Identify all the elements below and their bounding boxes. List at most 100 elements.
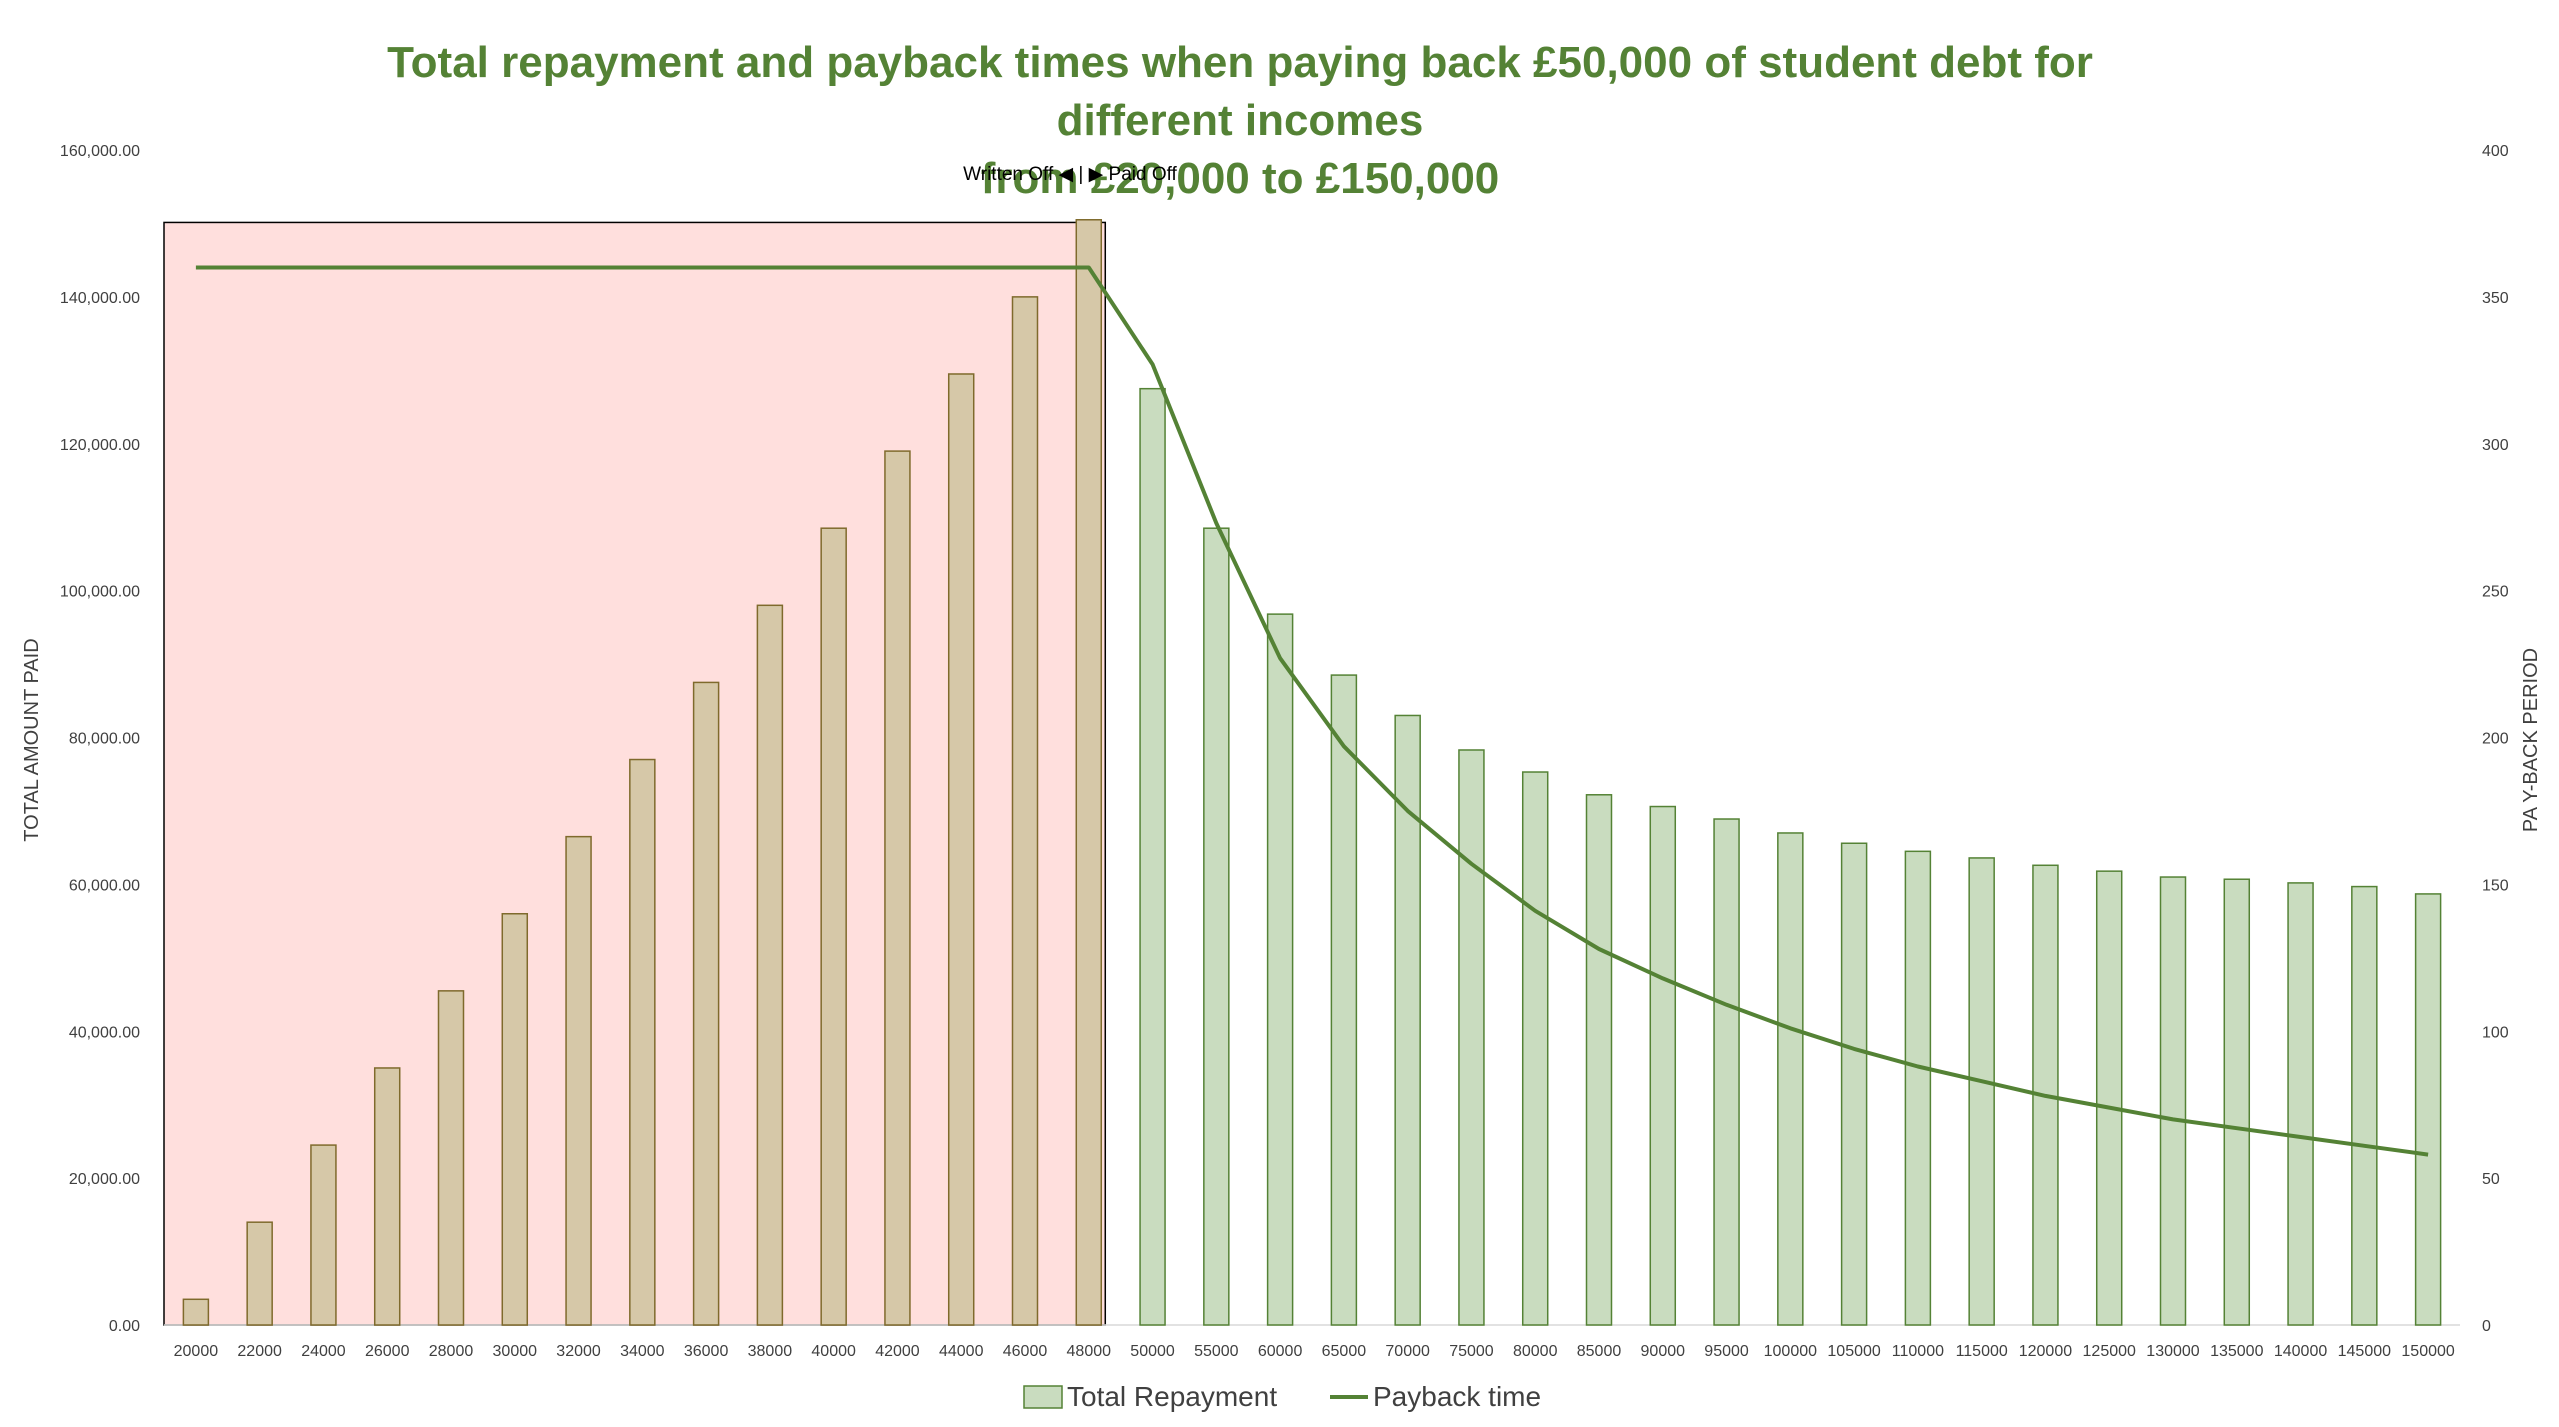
bar-total-repayment-140000: [2287, 882, 2314, 1326]
bar-total-repayment-44000: [947, 373, 975, 1326]
y2-tick-label: 250: [2482, 584, 2509, 601]
x-tick-label: 130000: [2146, 1343, 2199, 1360]
bar-total-repayment-115000: [1968, 857, 1995, 1326]
bar-total-repayment-20000: [182, 1298, 210, 1326]
x-tick-label: 125000: [2083, 1343, 2136, 1360]
x-tick-label: 38000: [748, 1343, 793, 1360]
y-axis-label: TOTAL AMOUNT PAID: [21, 638, 43, 841]
x-tick-label: 50000: [1130, 1343, 1175, 1360]
bar-total-repayment-38000: [756, 604, 784, 1326]
y-tick-label: 40,000.00: [69, 1024, 140, 1041]
chart-title-line2: from £20,000 to £150,000: [980, 154, 1500, 203]
x-tick-label: 55000: [1194, 1343, 1239, 1360]
bar-total-repayment-32000: [565, 835, 592, 1326]
y2-tick-label: 400: [2482, 143, 2509, 160]
y2-tick-label: 300: [2482, 437, 2509, 454]
y-tick-label: 20,000.00: [69, 1171, 140, 1188]
bar-total-repayment-100000: [1777, 832, 1804, 1326]
x-tick-label: 150000: [2401, 1343, 2454, 1360]
x-tick-label: 100000: [1764, 1343, 1817, 1360]
bar-total-repayment-150000: [2414, 893, 2442, 1326]
bar-total-repayment-105000: [1840, 842, 1868, 1326]
bar-total-repayment-80000: [1521, 771, 1549, 1326]
x-tick-label: 36000: [684, 1343, 729, 1360]
x-tick-label: 30000: [493, 1343, 538, 1360]
bar-total-repayment-125000: [2095, 870, 2123, 1326]
bar-total-repayment-40000: [820, 527, 847, 1326]
bar-total-repayment-26000: [373, 1067, 401, 1326]
bar-total-repayment-24000: [310, 1144, 337, 1326]
x-tick-label: 85000: [1577, 1343, 1622, 1360]
y-tick-label: 60,000.00: [69, 877, 140, 894]
bar-total-repayment-22000: [246, 1221, 273, 1326]
y-tick-label: 140,000.00: [60, 290, 140, 307]
legend-label-total-repayment: Total Repayment: [1067, 1381, 1277, 1412]
bars-layer: [182, 219, 2442, 1326]
y2-tick-label: 0: [2482, 1318, 2491, 1335]
x-tick-label: 145000: [2338, 1343, 2391, 1360]
x-tick-label: 65000: [1322, 1343, 1367, 1360]
x-tick-label: 34000: [620, 1343, 665, 1360]
ticks-layer: 0.00 20,000.00 40,000.00 60,000.00 80,000.00…: [60, 143, 2509, 1360]
x-tick-label: 70000: [1385, 1343, 1430, 1360]
x-tick-label: 105000: [1827, 1343, 1880, 1360]
x-tick-label: 140000: [2274, 1343, 2327, 1360]
x-tick-label: 42000: [875, 1343, 920, 1360]
bar-total-repayment-130000: [2159, 876, 2187, 1326]
y-tick-label: 160,000.00: [60, 143, 140, 160]
bar-total-repayment-95000: [1713, 818, 1740, 1326]
x-tick-label: 20000: [174, 1343, 219, 1360]
y2-tick-label: 100: [2482, 1024, 2509, 1041]
bar-total-repayment-42000: [884, 450, 911, 1326]
line-layer: [195, 265, 2429, 1157]
x-tick-label: 40000: [811, 1343, 856, 1360]
y-tick-label: 100,000.00: [60, 584, 140, 601]
bar-total-repayment-55000: [1203, 527, 1230, 1326]
written-off-paid-off-annotation: Written Off ◀ | ▶ Paid Off: [963, 164, 1177, 185]
line-payback-time: [195, 265, 2429, 1157]
x-tick-label: 90000: [1641, 1343, 1686, 1360]
bar-total-repayment-75000: [1458, 749, 1485, 1326]
legend-swatch-total-repayment: [1023, 1385, 1063, 1409]
x-tick-label: 46000: [1003, 1343, 1048, 1360]
bar-total-repayment-70000: [1394, 714, 1421, 1326]
bar-total-repayment-30000: [501, 913, 529, 1326]
x-tick-label: 110000: [1892, 1343, 1944, 1360]
y2-tick-label: 350: [2482, 290, 2509, 307]
x-tick-label: 48000: [1067, 1343, 1112, 1360]
y-tick-label: 0.00: [109, 1318, 140, 1335]
bar-total-repayment-60000: [1266, 613, 1294, 1326]
x-tick-label: 26000: [365, 1343, 410, 1360]
bar-total-repayment-28000: [437, 990, 465, 1326]
bar-total-repayment-36000: [692, 681, 720, 1326]
x-tick-label: 44000: [939, 1343, 984, 1360]
chart-title: Total repayment and payback times when p…: [300, 34, 2180, 208]
y2-tick-label: 200: [2482, 731, 2509, 748]
chart-title-line1: Total repayment and payback times when p…: [387, 38, 2093, 145]
y2-axis-label: PA Y-BACK PERIOD: [2520, 648, 2542, 832]
y2-tick-label: 50: [2482, 1171, 2500, 1188]
bar-total-repayment-110000: [1904, 850, 1932, 1326]
y-tick-label: 80,000.00: [69, 731, 140, 748]
bar-total-repayment-135000: [2223, 878, 2251, 1326]
x-tick-label: 60000: [1258, 1343, 1303, 1360]
y2-tick-label: 150: [2482, 877, 2509, 894]
x-tick-label: 95000: [1704, 1343, 1749, 1360]
x-tick-label: 115000: [1956, 1343, 2008, 1360]
x-tick-label: 75000: [1449, 1343, 1494, 1360]
x-tick-label: 135000: [2210, 1343, 2263, 1360]
bar-total-repayment-50000: [1139, 387, 1166, 1326]
bar-total-repayment-46000: [1011, 296, 1039, 1326]
x-tick-label: 28000: [429, 1343, 474, 1360]
y-tick-label: 120,000.00: [60, 437, 140, 454]
bar-total-repayment-90000: [1649, 805, 1677, 1326]
x-tick-label: 32000: [556, 1343, 601, 1360]
x-tick-label: 24000: [301, 1343, 346, 1360]
x-tick-label: 120000: [2019, 1343, 2072, 1360]
bar-total-repayment-145000: [2351, 885, 2378, 1326]
legend-label-payback-time: Payback time: [1373, 1381, 1541, 1412]
bar-total-repayment-85000: [1585, 794, 1613, 1326]
bar-total-repayment-34000: [629, 758, 656, 1326]
x-tick-label: 22000: [237, 1343, 282, 1360]
